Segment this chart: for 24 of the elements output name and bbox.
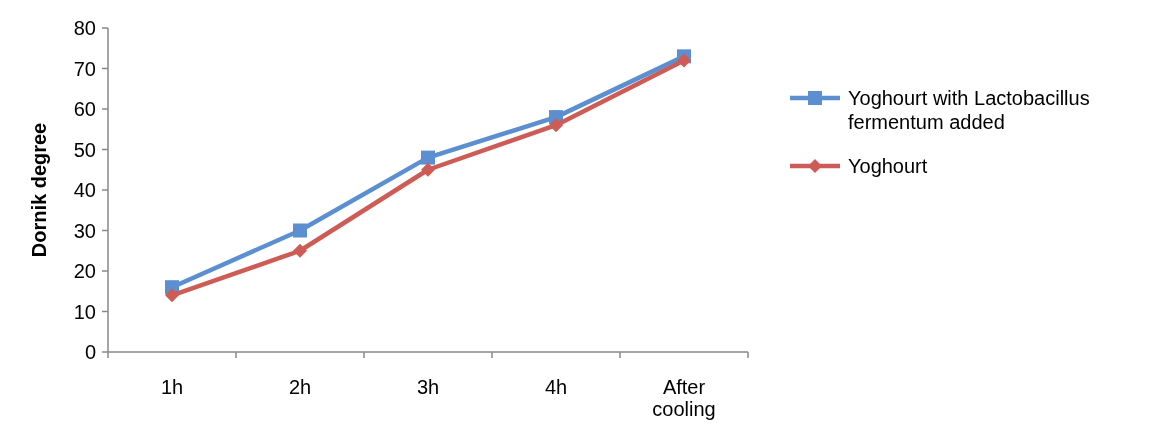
y-tick-label: 50 bbox=[73, 138, 96, 161]
y-tick-label: 20 bbox=[73, 260, 96, 282]
y-tick-label: 40 bbox=[73, 179, 96, 201]
legend-label: Yoghourt bbox=[848, 155, 928, 177]
x-tick-label: After cooling bbox=[652, 376, 716, 420]
point bbox=[293, 223, 307, 238]
x-tick-label: 4h bbox=[544, 376, 568, 398]
y-axis-title: Dornik degree bbox=[28, 122, 50, 258]
y-tick-label: 70 bbox=[73, 57, 96, 80]
legend-label: Yoghourt with Lactobacillus fermentum added bbox=[848, 87, 1090, 133]
y-tick-label: 0 bbox=[84, 341, 96, 363]
point bbox=[165, 288, 179, 303]
x-tick-label: 3h bbox=[416, 376, 440, 398]
y-tick-label: 10 bbox=[73, 300, 96, 323]
x-tick-label: 1h bbox=[160, 376, 184, 398]
point bbox=[549, 118, 563, 133]
y-tick-label: 30 bbox=[73, 219, 96, 242]
point bbox=[421, 162, 435, 177]
point bbox=[293, 243, 307, 258]
x-tick-label: 2h bbox=[288, 376, 312, 398]
y-tick-label: 60 bbox=[73, 98, 96, 120]
point bbox=[421, 150, 435, 165]
point bbox=[677, 53, 691, 68]
y-tick-label: 80 bbox=[73, 17, 96, 39]
